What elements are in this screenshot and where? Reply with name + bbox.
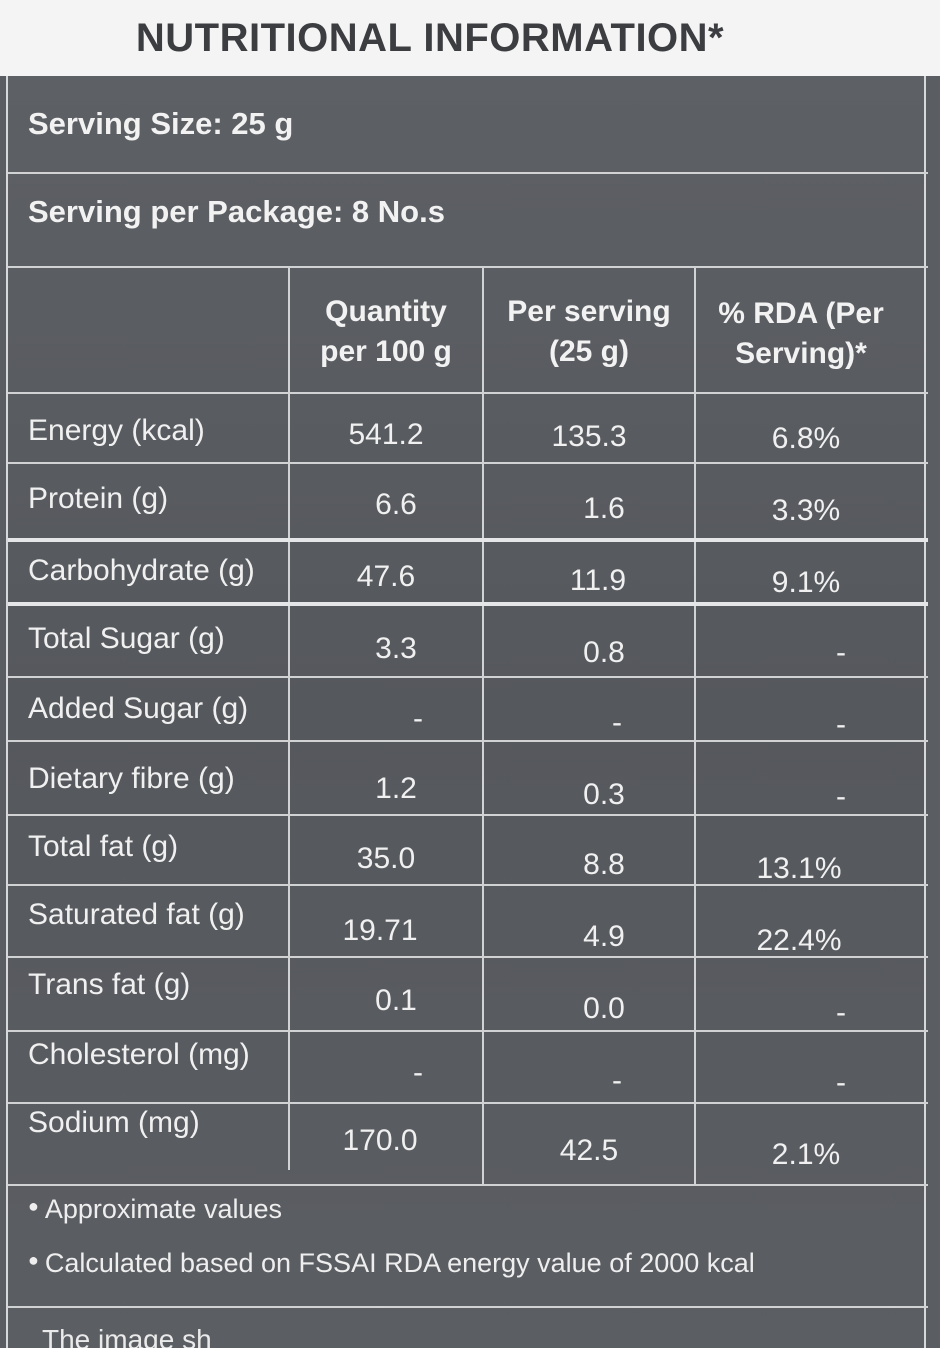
qty-per-100g: 0.1 [375,984,417,1017]
divider [8,538,928,542]
divider [8,740,928,742]
header-rda-line1: % RDA (Per [718,297,884,330]
divider [8,676,928,678]
footnote-fssai: ● Calculated based on FSSAI RDA energy va… [28,1248,755,1279]
divider [8,266,928,268]
nutrient-label: Saturated fat (g) [28,898,245,931]
qty-per-100g: 1.2 [375,772,417,805]
qty-per-100g: - [413,702,423,735]
footnote-text: Calculated based on FSSAI RDA energy val… [44,1248,755,1278]
per-serving: 8.8 [583,848,625,881]
serving-size: Serving Size: 25 g [28,106,294,141]
divider [8,956,928,958]
rda: 9.1% [771,566,841,599]
per-serving: 42.5 [559,1134,619,1167]
nutrient-label: Trans fat (g) [28,968,191,1001]
nutrient-label: Protein (g) [28,482,169,515]
page-title: NUTRITIONAL INFORMATION* [135,15,725,60]
nutrient-label: Dietary fibre (g) [28,762,235,795]
divider [8,814,928,816]
truncated-text: The image sh [42,1324,212,1348]
divider [8,1102,928,1104]
footnote-approximate: ● Approximate values [28,1194,282,1225]
rda: 2.1% [771,1138,841,1171]
qty-per-100g: 170.0 [342,1124,418,1157]
nutrient-label: Sodium (mg) [28,1106,200,1139]
qty-per-100g: 35.0 [356,842,416,875]
per-serving: 1.6 [583,492,625,525]
header-rda: % RDA (Per Serving)* [696,294,906,374]
nutrient-label: Carbohydrate (g) [28,554,255,587]
divider [8,392,928,394]
divider [8,602,928,606]
divider [8,462,928,464]
per-serving: 0.8 [583,636,625,669]
qty-per-100g: - [413,1056,423,1089]
divider [8,884,928,886]
column-divider [482,266,484,1186]
column-divider [694,266,696,1186]
column-divider [288,266,290,1170]
nutrition-panel: Serving Size: 25 g Serving per Package: … [6,76,928,1348]
rda: - [836,636,846,669]
footnote-text: Approximate values [44,1194,282,1224]
rda: 6.8% [771,422,841,455]
divider [8,172,928,174]
nutrient-label: Added Sugar (g) [28,692,249,725]
divider [8,1030,928,1032]
per-serving: 4.9 [583,920,625,953]
header-quantity-line2: per 100 g [320,335,452,368]
rda: 13.1% [756,852,842,885]
qty-per-100g: 541.2 [348,418,424,451]
per-serving: 0.3 [583,778,625,811]
nutrient-label: Total fat (g) [28,830,179,863]
divider [8,1306,928,1308]
header-per-serving: Per serving (25 g) [484,292,694,372]
divider [8,1184,928,1186]
header-per-serving-line2: (25 g) [548,335,629,368]
nutrient-label: Energy (kcal) [28,414,205,447]
per-serving: 135.3 [551,420,627,453]
nutrient-label: Cholesterol (mg) [28,1038,250,1071]
per-serving: - [612,1064,622,1097]
header-per-serving-line1: Per serving [507,295,671,328]
nutrient-label: Total Sugar (g) [28,622,225,655]
rda: - [836,780,846,813]
per-serving: 0.0 [583,992,625,1025]
header-quantity-line1: Quantity [325,295,447,328]
title-bar: NUTRITIONAL INFORMATION* [0,0,940,76]
header-rda-line2: Serving)* [735,337,867,370]
rda: - [836,708,846,741]
bullet-icon: ● [28,1196,39,1216]
qty-per-100g: 3.3 [375,632,417,665]
qty-per-100g: 6.6 [375,488,417,521]
qty-per-100g: 19.71 [342,914,418,947]
bullet-icon: ● [28,1250,39,1270]
serving-per-package: Serving per Package: 8 No.s [28,194,445,229]
per-serving: 11.9 [569,564,627,597]
rda: - [836,996,846,1029]
rda: 3.3% [771,494,841,527]
header-quantity: Quantity per 100 g [290,292,482,372]
per-serving: - [612,706,622,739]
rda: - [836,1066,846,1099]
qty-per-100g: 47.6 [356,560,416,593]
rda: 22.4% [756,924,842,957]
